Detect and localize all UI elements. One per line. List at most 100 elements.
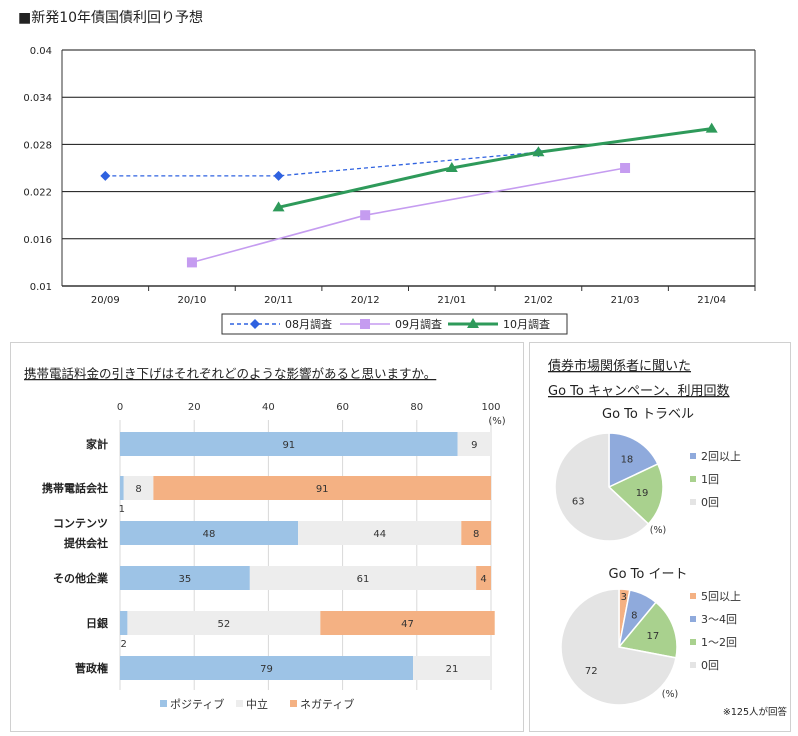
bar-segment [120,656,414,680]
legend-swatch [690,499,696,505]
x-tick-label: 21/01 [437,295,466,306]
data-point-diamond [273,170,284,181]
legend-label: 1〜2回 [701,636,737,649]
category-label: 家計 [86,437,108,451]
x-tick-label: 20/09 [91,295,120,306]
data-point-triangle [532,146,545,157]
pie-slice [554,432,650,542]
data-label: 47 [401,619,414,630]
x-tick-label: 100 [481,402,500,413]
data-label: 1 [119,504,125,515]
data-label: 2 [121,639,127,650]
bar-segment [298,521,462,545]
pie-data-label: 63 [572,496,585,507]
pie-panel [529,342,791,732]
respondent-note: ※125人が回答 [723,706,788,718]
pie-slice [608,432,659,489]
legend-swatch [160,700,167,707]
bar-segment [120,476,124,500]
series-line-2 [278,127,712,209]
x-tick-label: 0 [117,402,123,413]
bar-segment [461,521,491,545]
data-point-triangle [272,201,285,212]
x-tick-label: 20/10 [178,295,207,306]
legend-label: 0回 [701,659,719,672]
legend-swatch [690,639,696,645]
bar-segment [249,566,477,590]
unit-label: (%) [662,689,678,700]
legend-swatch [690,453,696,459]
pie-slice [607,463,664,526]
data-label: 61 [357,574,370,585]
data-label: 91 [282,440,295,451]
pie-slice [560,588,677,706]
category-label: 携帯電話会社 [42,481,108,495]
series-line-0 [105,151,539,177]
pie-data-label: 8 [631,610,637,621]
legend-label: 3〜4回 [701,613,737,626]
x-tick-label: 60 [336,402,349,413]
data-label: 35 [179,574,192,585]
legend-swatch [690,616,696,622]
data-label: 52 [218,619,231,630]
data-point-square [186,257,197,268]
data-point-triangle [467,318,479,328]
y-tick-label: 0.034 [23,93,52,104]
category-label: 日銀 [86,616,108,630]
x-tick-label: 20/11 [264,295,293,306]
data-point-diamond [100,170,111,181]
bar-segment [476,566,491,590]
bar-segment [120,566,250,590]
data-point-square [360,210,371,221]
data-label: 8 [473,529,479,540]
legend-swatch [690,593,696,599]
data-point-triangle [705,122,718,133]
y-tick-label: 0.028 [23,140,52,151]
series-line-1 [191,167,626,264]
legend-label: 0回 [701,496,719,509]
y-tick-label: 0.016 [23,235,52,246]
data-point-square [360,319,370,329]
data-label: 8 [135,484,141,495]
bar-segment [120,521,299,545]
bar-chart-title: 携帯電話料金の引き下げはそれぞれどのような影響があると思いますか。 [24,366,436,381]
y-tick-label: 0.04 [30,46,52,57]
legend-label: 1回 [701,473,719,486]
pie-title: Go To トラベル [602,407,694,422]
bar-segment [120,432,458,456]
category-label: その他企業 [53,571,109,585]
data-label: 9 [471,440,477,451]
data-label: 48 [203,529,216,540]
x-tick-label: 80 [410,402,423,413]
y-tick-label: 0.01 [30,282,52,293]
legend-label: 5回以上 [701,590,741,603]
data-label: 4 [480,574,486,585]
pie-panel-title-2: Go To キャンペーン、利用回数 [548,384,730,399]
line-chart-title: ■新発10年債国債利回り予想 [18,10,203,26]
legend-box [221,313,568,335]
pie-data-label: 18 [621,455,634,466]
data-label: 44 [373,529,386,540]
legend-label: 2回以上 [701,450,741,463]
bar-segment [123,476,154,500]
legend-label: ポジティブ [170,697,224,711]
x-tick-label: 21/04 [697,295,726,306]
data-label: 21 [446,664,459,675]
legend-label: 09月調査 [395,317,442,331]
x-tick-label: 40 [262,402,275,413]
legend-label: 10月調査 [503,317,550,331]
data-point-square [620,163,631,173]
bar-segment [127,611,321,635]
unit-label: (%) [488,416,505,427]
category-label: 提供会社 [64,536,108,550]
x-tick-label: 20/12 [351,295,380,306]
legend-label: ネガティブ [300,697,354,711]
pie-panel-title-1: 債券市場関係者に聞いた [548,358,691,374]
legend-label: 08月調査 [285,317,332,331]
legend-label: 中立 [246,697,268,711]
pie-data-label: 72 [585,666,598,677]
legend-swatch [690,662,696,668]
bar-segment [120,611,128,635]
pie-data-label: 19 [636,488,649,499]
data-point-triangle [445,162,458,172]
